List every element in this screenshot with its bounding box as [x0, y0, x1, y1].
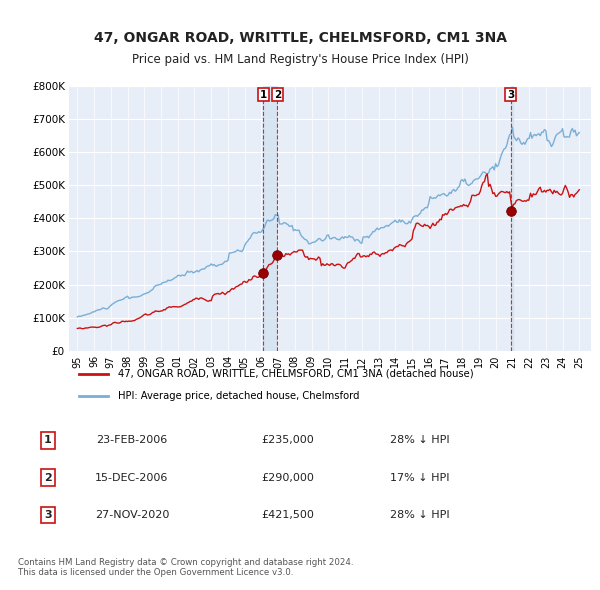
Text: 1: 1 [260, 90, 267, 100]
Bar [511, 86, 513, 351]
Text: 23-FEB-2006: 23-FEB-2006 [97, 435, 167, 445]
Text: 3: 3 [44, 510, 52, 520]
Text: 28% ↓ HPI: 28% ↓ HPI [390, 510, 450, 520]
Text: 3: 3 [507, 90, 514, 100]
Text: £421,500: £421,500 [262, 510, 314, 520]
Text: £290,000: £290,000 [262, 473, 314, 483]
Text: 47, ONGAR ROAD, WRITTLE, CHELMSFORD, CM1 3NA (detached house): 47, ONGAR ROAD, WRITTLE, CHELMSFORD, CM1… [118, 369, 474, 379]
Text: 28% ↓ HPI: 28% ↓ HPI [390, 435, 450, 445]
Bar [263, 86, 277, 351]
Text: 17% ↓ HPI: 17% ↓ HPI [390, 473, 450, 483]
Text: 47, ONGAR ROAD, WRITTLE, CHELMSFORD, CM1 3NA: 47, ONGAR ROAD, WRITTLE, CHELMSFORD, CM1… [94, 31, 506, 45]
Text: Contains HM Land Registry data © Crown copyright and database right 2024.
This d: Contains HM Land Registry data © Crown c… [18, 558, 353, 577]
Text: 1: 1 [44, 435, 52, 445]
Text: 27-NOV-2020: 27-NOV-2020 [95, 510, 169, 520]
Text: 2: 2 [44, 473, 52, 483]
Text: Price paid vs. HM Land Registry's House Price Index (HPI): Price paid vs. HM Land Registry's House … [131, 53, 469, 65]
Text: £235,000: £235,000 [262, 435, 314, 445]
Text: HPI: Average price, detached house, Chelmsford: HPI: Average price, detached house, Chel… [118, 391, 360, 401]
Text: 2: 2 [274, 90, 281, 100]
Text: 15-DEC-2006: 15-DEC-2006 [95, 473, 169, 483]
